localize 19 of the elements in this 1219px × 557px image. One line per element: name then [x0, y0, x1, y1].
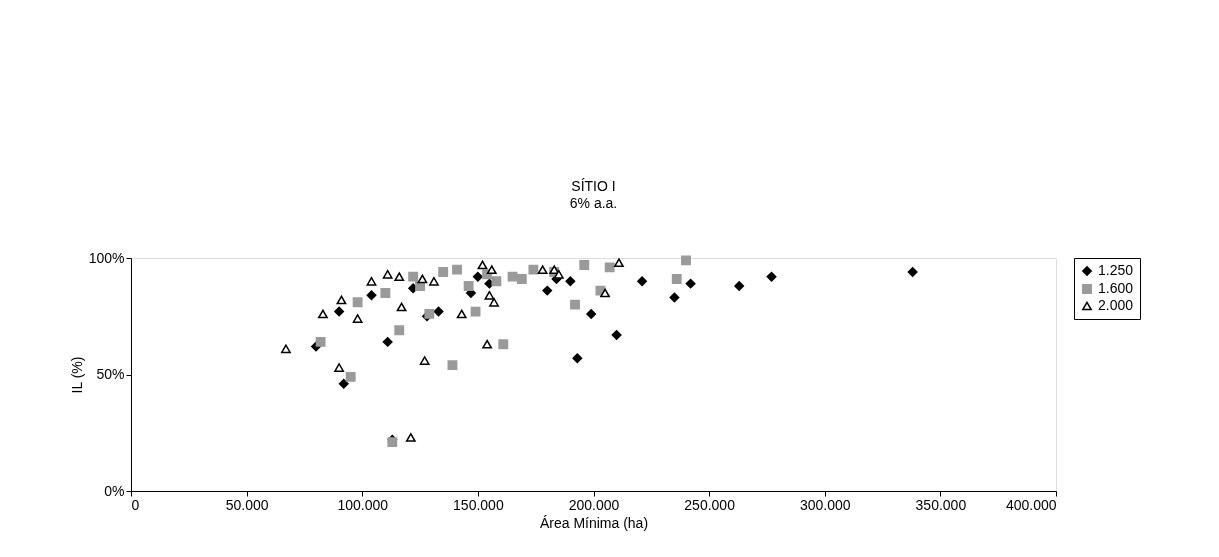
x-tick-label: 50.000	[225, 496, 269, 513]
y-tick-label: 50%	[96, 366, 125, 382]
x-tick-label: 250.000	[684, 496, 736, 513]
y-tick-label: 100%	[88, 249, 125, 266]
x-tick-label: 150.000	[453, 496, 504, 513]
x-tick-label: 0	[131, 496, 140, 513]
legend-label: 2.000	[1098, 297, 1134, 313]
x-tick-label: 300.000	[799, 496, 851, 513]
x-tick-label: 100.000	[337, 496, 389, 513]
chart-subtitle: 6% a.a.	[569, 195, 618, 211]
chart-title: SÍTIO I	[571, 178, 616, 194]
x-axis-title: Área Mínima (ha)	[539, 514, 649, 531]
legend-label: 1.600	[1098, 280, 1134, 296]
x-tick-label: 200.000	[568, 496, 620, 513]
x-tick-label: 350.000	[915, 496, 967, 513]
x-tick-label: 400.000	[1005, 496, 1057, 513]
y-tick-label: 0%	[104, 482, 125, 499]
legend-label: 1.250	[1098, 262, 1134, 278]
y-axis-title: IL (%)	[68, 356, 85, 394]
